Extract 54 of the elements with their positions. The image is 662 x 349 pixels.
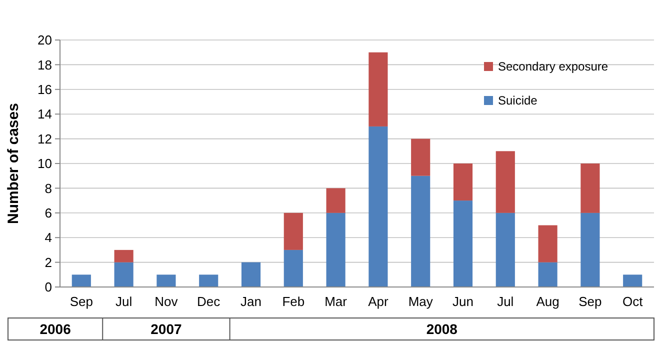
bar: [199, 274, 218, 287]
bar: [156, 274, 176, 287]
bar: [580, 212, 600, 287]
bar: [72, 274, 91, 287]
x-tick-label: Feb: [282, 294, 305, 309]
bar: [368, 52, 388, 126]
bar: [453, 164, 473, 201]
bar: [326, 188, 346, 213]
x-tick-label: Oct: [622, 294, 644, 309]
y-tick-label: 8: [44, 180, 52, 196]
bar: [411, 176, 430, 287]
y-tick-label: 4: [44, 230, 52, 246]
bar: [241, 262, 261, 287]
x-tick-label: May: [408, 294, 434, 309]
legend-label: Suicide: [498, 94, 538, 108]
y-tick-label: 2: [44, 254, 52, 270]
bar: [623, 274, 642, 287]
bar: [114, 262, 134, 287]
x-tick-label: Jan: [240, 294, 262, 309]
y-tick-label: 6: [44, 205, 52, 220]
x-tick-label: Dec: [197, 294, 221, 309]
legend-label: Secondary exposure: [498, 60, 608, 74]
x-tick-label: Aug: [536, 294, 560, 309]
y-tick-label: 20: [38, 32, 52, 48]
x-tick-label: Apr: [368, 294, 389, 309]
bar: [284, 250, 303, 287]
y-tick-label: 18: [38, 57, 52, 72]
bar: [284, 212, 303, 250]
y-tick-label: 16: [38, 82, 52, 97]
bar: [411, 138, 430, 176]
y-axis-title: Number of cases: [5, 103, 22, 224]
bar: [453, 200, 473, 287]
bar: [538, 225, 558, 262]
y-tick-label: 10: [38, 156, 52, 172]
y-tick-label: 14: [38, 106, 52, 122]
x-tick-label: Jun: [452, 294, 474, 309]
x-tick-label: Nov: [154, 294, 178, 309]
bar: [326, 212, 346, 287]
y-tick-label: 0: [44, 280, 52, 295]
x-tick-label: Jul: [497, 294, 514, 309]
x-tick-label: Sep: [70, 294, 93, 309]
bar: [368, 126, 388, 287]
bar: [496, 212, 515, 287]
x-tick-label: Jul: [115, 294, 132, 309]
bar: [538, 262, 558, 287]
text: 2008: [426, 320, 458, 337]
text: 2007: [150, 320, 182, 337]
bar: [580, 164, 600, 213]
x-tick-label: Sep: [578, 294, 602, 309]
y-tick-label: 12: [38, 131, 52, 146]
x-tick-label: Mar: [324, 294, 348, 309]
text: 2006: [40, 320, 72, 337]
bar: [496, 151, 515, 213]
bar: [114, 250, 134, 262]
